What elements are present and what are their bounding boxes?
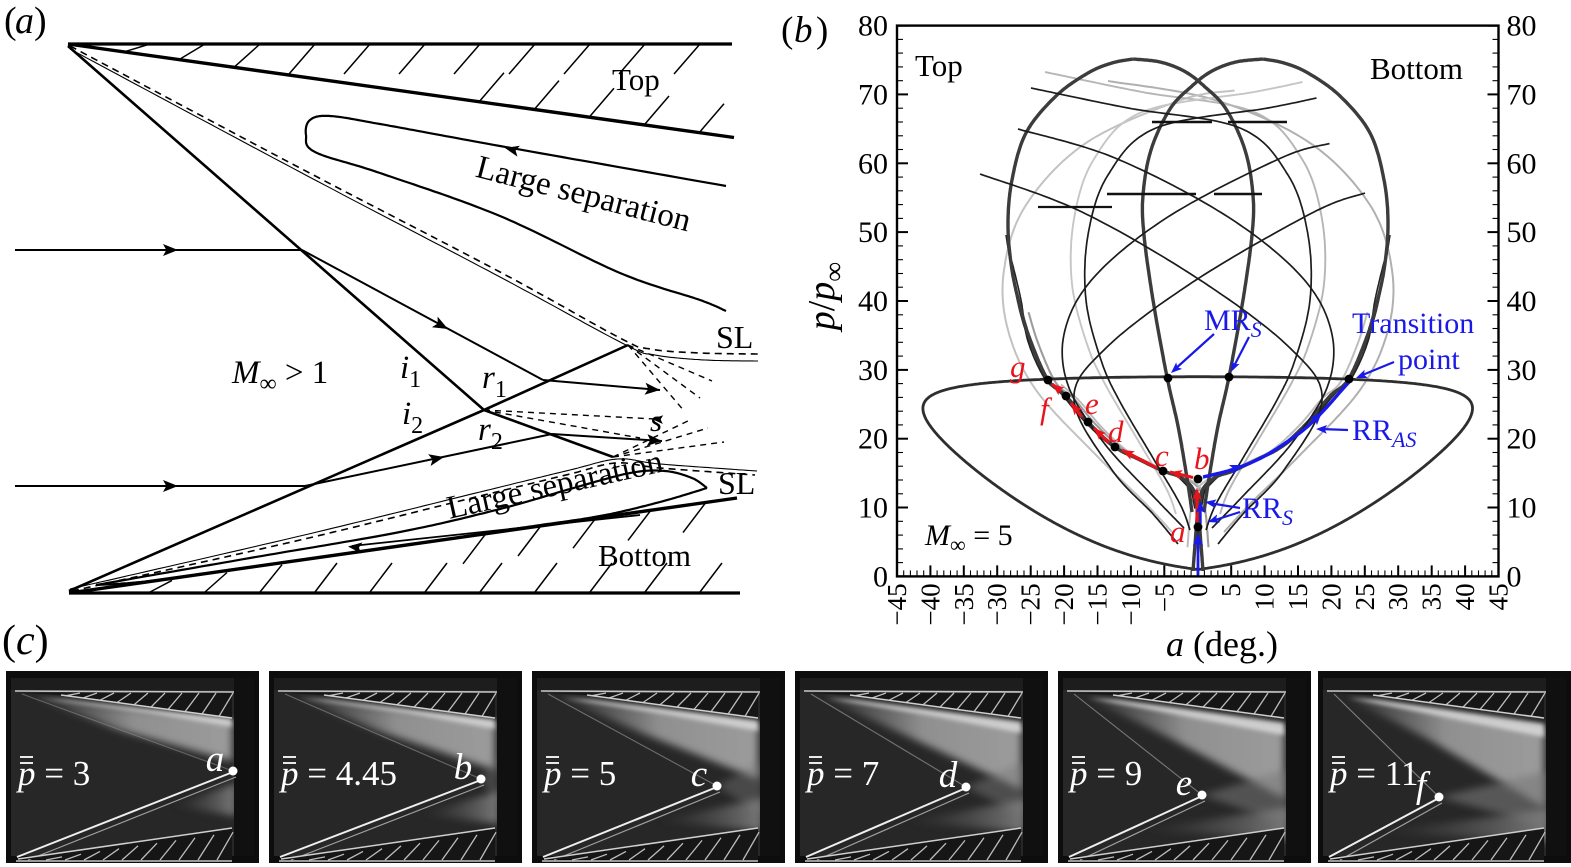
svg-text:15: 15 bbox=[1283, 583, 1313, 610]
svg-text:Large separation: Large separation bbox=[472, 149, 694, 239]
svg-text:−10: −10 bbox=[1116, 583, 1146, 625]
svg-text:M∞ = 5: M∞ = 5 bbox=[924, 519, 1013, 557]
svg-text:p = 7: p = 7 bbox=[804, 754, 879, 793]
svg-text:i1: i1 bbox=[400, 350, 421, 393]
svg-text:10: 10 bbox=[858, 492, 888, 525]
svg-text:p = 9: p = 9 bbox=[1067, 754, 1142, 793]
svg-text:0: 0 bbox=[873, 560, 888, 593]
svg-text:p = 4.45: p = 4.45 bbox=[278, 754, 397, 793]
svg-text:s: s bbox=[650, 403, 662, 438]
svg-text:0: 0 bbox=[1183, 583, 1213, 597]
svg-text:0: 0 bbox=[1507, 560, 1522, 593]
svg-text:Bottom: Bottom bbox=[1370, 51, 1463, 86]
svg-text:40: 40 bbox=[1450, 583, 1480, 610]
svg-text:30: 30 bbox=[858, 354, 888, 387]
svg-text:r1: r1 bbox=[482, 360, 507, 403]
svg-text:40: 40 bbox=[858, 285, 888, 318]
svg-text:): ) bbox=[34, 0, 47, 42]
svg-text:SL: SL bbox=[718, 465, 755, 501]
svg-text:60: 60 bbox=[858, 147, 888, 180]
svg-text:−20: −20 bbox=[1049, 583, 1079, 625]
svg-text:Bottom: Bottom bbox=[598, 538, 691, 573]
svg-text:30: 30 bbox=[1507, 354, 1537, 387]
svg-text:Transition: Transition bbox=[1352, 307, 1474, 340]
svg-text:−35: −35 bbox=[949, 583, 979, 625]
svg-text:80: 80 bbox=[1507, 10, 1537, 43]
svg-text:25: 25 bbox=[1350, 583, 1380, 610]
svg-text:70: 70 bbox=[1507, 78, 1537, 111]
svg-text:d: d bbox=[1108, 414, 1124, 449]
svg-text:35: 35 bbox=[1417, 583, 1447, 610]
svg-text:45: 45 bbox=[1484, 583, 1514, 610]
svg-text:M∞ > 1: M∞ > 1 bbox=[231, 355, 328, 397]
svg-text:a: a bbox=[1170, 514, 1186, 549]
svg-text:20: 20 bbox=[1316, 583, 1346, 610]
svg-text:60: 60 bbox=[1507, 147, 1537, 180]
svg-text:a (deg.): a (deg.) bbox=[1166, 624, 1278, 664]
svg-text:b: b bbox=[794, 10, 813, 51]
svg-text:50: 50 bbox=[1507, 216, 1537, 249]
svg-text:c: c bbox=[691, 754, 708, 795]
svg-text:(c): (c) bbox=[2, 618, 49, 664]
svg-text:i2: i2 bbox=[402, 396, 423, 439]
svg-text:SL: SL bbox=[716, 319, 753, 355]
svg-text:−45: −45 bbox=[882, 583, 912, 625]
svg-text:−40: −40 bbox=[915, 583, 945, 625]
svg-text:Top: Top bbox=[915, 48, 963, 83]
svg-text:40: 40 bbox=[1507, 285, 1537, 318]
svg-text:−15: −15 bbox=[1083, 583, 1113, 625]
svg-text:Top: Top bbox=[612, 62, 660, 97]
svg-text:50: 50 bbox=[858, 216, 888, 249]
svg-text:10: 10 bbox=[1507, 492, 1537, 525]
svg-text:point: point bbox=[1398, 343, 1460, 376]
svg-text:−5: −5 bbox=[1149, 583, 1179, 612]
svg-text:70: 70 bbox=[858, 78, 888, 111]
svg-text:5: 5 bbox=[1216, 583, 1246, 597]
svg-text:a: a bbox=[15, 0, 34, 42]
svg-text:−30: −30 bbox=[982, 583, 1012, 625]
svg-text:RRS: RRS bbox=[1242, 492, 1293, 530]
svg-text:): ) bbox=[816, 10, 828, 51]
svg-text:20: 20 bbox=[858, 423, 888, 456]
svg-text:g: g bbox=[1010, 349, 1026, 384]
svg-text:(: ( bbox=[781, 10, 793, 51]
svg-text:e: e bbox=[1085, 386, 1099, 421]
svg-text:20: 20 bbox=[1507, 423, 1537, 456]
svg-text:d: d bbox=[939, 755, 958, 796]
svg-text:−25: −25 bbox=[1016, 583, 1046, 625]
svg-text:p = 11: p = 11 bbox=[1327, 754, 1418, 793]
svg-text:(: ( bbox=[4, 0, 17, 42]
svg-text:30: 30 bbox=[1383, 583, 1413, 610]
svg-text:b: b bbox=[454, 747, 473, 788]
svg-text:p = 5: p = 5 bbox=[541, 754, 616, 793]
svg-text:b: b bbox=[1194, 441, 1210, 476]
svg-text:p/p∞: p/p∞ bbox=[801, 262, 850, 334]
svg-text:c: c bbox=[1155, 438, 1169, 473]
svg-text:e: e bbox=[1176, 763, 1192, 804]
svg-text:10: 10 bbox=[1250, 583, 1280, 610]
svg-text:a: a bbox=[206, 739, 225, 780]
svg-text:RRAS: RRAS bbox=[1352, 414, 1416, 452]
svg-text:p = 3: p = 3 bbox=[15, 754, 90, 793]
svg-text:80: 80 bbox=[858, 10, 888, 43]
